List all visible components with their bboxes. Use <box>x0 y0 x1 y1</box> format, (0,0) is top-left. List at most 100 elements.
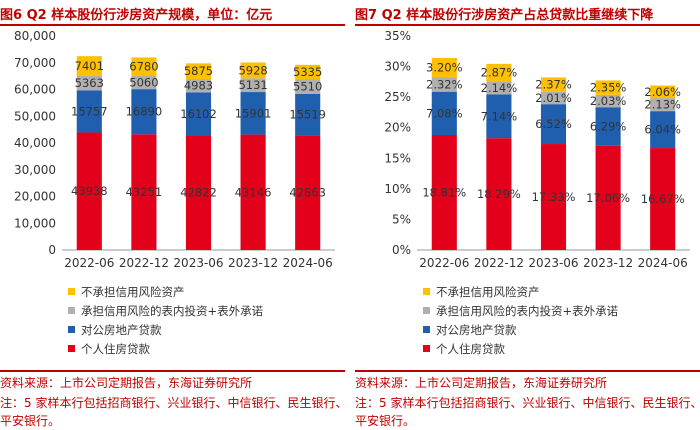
left-bar-segment-0 <box>131 134 157 250</box>
right-bar-segment-3 <box>540 77 567 92</box>
left-data-label: 4983 <box>184 79 213 93</box>
left-data-label: 6780 <box>129 60 158 74</box>
right-bar-segment-3 <box>595 80 621 95</box>
left-y-tick-label: 20,000 <box>14 190 56 204</box>
left-data-label: 5510 <box>293 79 322 93</box>
right-title-rule <box>355 24 700 26</box>
right-x-tick-label: 2023-06 <box>528 256 578 270</box>
right-bar-segment-3 <box>650 85 676 99</box>
left-bar-segment-1 <box>76 90 102 133</box>
right-bar-segment-0 <box>431 134 457 250</box>
left-bar-segment-2 <box>240 78 266 93</box>
right-bar-segment-2 <box>650 98 676 112</box>
right-note-line-2: 平安银行。 <box>355 414 416 428</box>
left-x-tick-label: 2024-06 <box>283 256 333 270</box>
right-y-tick-label: 15% <box>384 151 411 165</box>
right-bar-segment-1 <box>650 111 676 149</box>
left-y-tick-label: 30,000 <box>14 163 56 177</box>
left-y-tick-label: 0 <box>48 243 56 257</box>
left-data-label: 5363 <box>75 76 104 90</box>
legend-swatch-blue <box>68 326 75 333</box>
right-bar-segment-2 <box>431 77 457 92</box>
right-bar-segment-3 <box>431 57 457 78</box>
right-data-label: 7.14% <box>481 109 518 123</box>
right-bar-segment-1 <box>431 91 457 135</box>
legend-label: 个人住房贷款 <box>81 341 150 356</box>
left-legend-item-mortgage: 个人住房贷款 <box>68 339 263 358</box>
left-y-tick-label: 10,000 <box>14 216 56 230</box>
right-bar-segment-0 <box>486 138 512 250</box>
left-legend-item-nonrisk: 不承担信用风险资产 <box>68 282 263 301</box>
right-data-label: 2.06% <box>644 85 681 99</box>
right-chart-title: 图7 Q2 样本股份行涉房资产占总贷款比重继续下降 <box>355 8 654 23</box>
left-x-tick-label: 2023-12 <box>228 256 278 270</box>
left-data-label: 5131 <box>238 78 267 92</box>
left-data-label: 7401 <box>75 59 104 73</box>
left-legend-item-corporate: 对公房地产贷款 <box>68 320 263 339</box>
legend-label: 对公房地产贷款 <box>436 322 517 337</box>
legend-label: 不承担信用风险资产 <box>81 284 185 299</box>
left-data-label: 42822 <box>180 186 217 200</box>
legend-label: 承担信用风险的表内投资+表外承诺 <box>81 303 264 318</box>
left-stacked-bar-chart: 0 10,000 20,000 30,000 40,000 50,000 60,000 70,… <box>14 29 335 270</box>
left-data-label: 15757 <box>71 104 108 118</box>
left-bar-segment-0 <box>185 135 212 250</box>
left-bar-segment-1 <box>131 89 157 135</box>
left-bar-segment-3 <box>131 57 157 76</box>
right-data-label: 2.35% <box>590 81 627 95</box>
left-data-label: 15519 <box>289 108 326 122</box>
left-bar-segment-1 <box>185 92 212 136</box>
right-data-label: 16.67% <box>641 192 685 206</box>
right-data-label: 17.06% <box>586 191 630 205</box>
left-bar-segment-0 <box>240 134 266 250</box>
legend-swatch-gray <box>423 307 430 314</box>
left-chart-title: 图6 Q2 样本股份行涉房资产规模，单位：亿元 <box>0 8 273 23</box>
left-bar-segment-1 <box>295 93 321 136</box>
left-bar-segment-2 <box>295 79 321 94</box>
right-data-label: 18.81% <box>422 185 466 199</box>
right-bar-segment-2 <box>540 91 567 105</box>
left-data-label: 5335 <box>293 65 322 79</box>
left-bar-segment-2 <box>76 75 102 91</box>
left-data-label: 43938 <box>71 184 108 198</box>
right-legend-item-mortgage: 个人住房贷款 <box>423 339 618 358</box>
left-y-tick-label: 50,000 <box>14 109 56 123</box>
right-legend-item-nonrisk: 不承担信用风险资产 <box>423 282 618 301</box>
left-y-tick-label: 80,000 <box>14 29 56 43</box>
right-data-label: 6.04% <box>644 123 681 137</box>
left-x-tick-label: 2022-06 <box>64 256 114 270</box>
left-y-tick-label: 60,000 <box>14 83 56 97</box>
right-x-tick-label: 2022-06 <box>419 256 469 270</box>
right-bar-segment-2 <box>486 81 512 95</box>
legend-label: 不承担信用风险资产 <box>436 284 540 299</box>
right-data-label: 6.52% <box>535 117 572 131</box>
right-x-tick-label: 2024-06 <box>638 256 688 270</box>
right-bar-segment-1 <box>595 107 621 146</box>
right-legend: 不承担信用风险资产 承担信用风险的表内投资+表外承诺 对公房地产贷款 个人住房贷… <box>423 282 618 358</box>
legend-swatch-yellow <box>68 288 75 295</box>
right-bar-segment-0 <box>650 148 676 250</box>
right-bar-segment-3 <box>486 63 512 82</box>
left-data-label: 43251 <box>126 185 163 199</box>
right-chart-panel: 图7 Q2 样本股份行涉房资产占总贷款比重继续下降 0% 5% 10% 15% 20% 2… <box>355 0 700 372</box>
left-title-rule <box>0 24 345 26</box>
right-x-tick-label: 2022-12 <box>474 256 524 270</box>
legend-swatch-red <box>423 345 430 352</box>
right-y-tick-label: 5% <box>392 212 411 226</box>
right-y-tick-label: 0% <box>392 243 411 257</box>
right-bar-segment-1 <box>486 94 512 139</box>
left-data-label: 42863 <box>289 186 326 200</box>
right-bar-segment-2 <box>595 94 621 108</box>
left-x-tick-label: 2022-12 <box>119 256 169 270</box>
left-x-tick-label: 2023-06 <box>173 256 223 270</box>
right-source-text: 资料来源：上市公司定期报告，东海证券研究所 <box>355 376 608 390</box>
right-legend-item-corporate: 对公房地产贷款 <box>423 320 618 339</box>
right-x-tick-label: 2023-12 <box>583 256 633 270</box>
left-bottom-rule <box>0 370 345 372</box>
left-y-tick-label: 70,000 <box>14 56 56 70</box>
left-data-label: 16890 <box>126 105 163 119</box>
right-data-label: 7.08% <box>426 106 463 120</box>
legend-swatch-gray <box>68 307 75 314</box>
left-data-label: 15901 <box>235 106 272 120</box>
left-chart-panel: 图6 Q2 样本股份行涉房资产规模，单位：亿元 0 10,000 20,000 30,… <box>0 0 345 372</box>
